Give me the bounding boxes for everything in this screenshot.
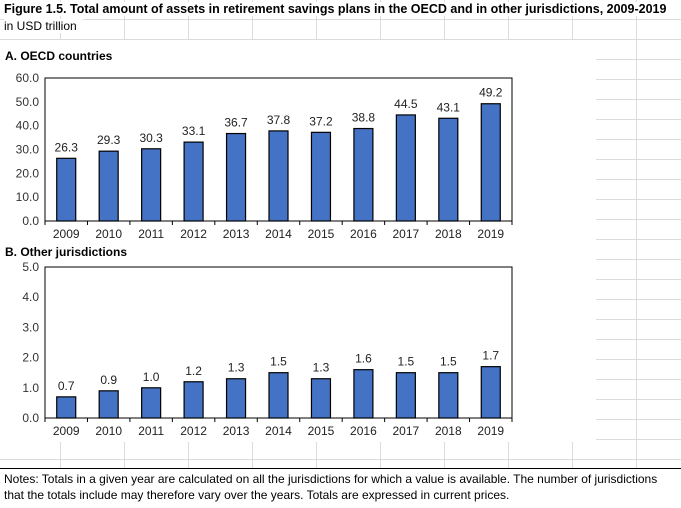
data-label: 1.3	[313, 361, 330, 375]
x-tick-label: 2011	[138, 227, 164, 241]
bar	[56, 396, 77, 419]
bar	[141, 387, 162, 419]
bar	[395, 114, 416, 222]
bar	[353, 127, 374, 222]
x-tick-label: 2019	[477, 227, 504, 241]
y-tick-label: 5.0	[22, 260, 39, 274]
y-tick-label: 4.0	[22, 290, 39, 304]
x-tick-label: 2015	[308, 424, 335, 438]
y-tick-label: 30.0	[16, 143, 40, 157]
y-tick-label: 40.0	[16, 119, 40, 133]
bar	[438, 372, 459, 419]
y-tick-label: 20.0	[16, 166, 40, 180]
x-tick-label: 2011	[138, 424, 164, 438]
x-tick-label: 2016	[350, 227, 377, 241]
x-tick-label: 2009	[53, 227, 80, 241]
x-tick-label: 2017	[393, 424, 420, 438]
y-tick-label: 50.0	[16, 95, 40, 109]
data-label: 1.0	[143, 370, 160, 384]
data-label: 0.7	[58, 379, 75, 393]
bar	[225, 132, 247, 222]
figure-title: Figure 1.5. Total amount of assets in re…	[4, 2, 671, 16]
data-label: 36.7	[224, 116, 248, 130]
panel-title: A. OECD countries	[5, 49, 113, 63]
data-label: 0.9	[100, 373, 117, 387]
x-tick-label: 2009	[53, 424, 80, 438]
bar	[56, 157, 77, 222]
bar	[268, 130, 289, 222]
data-label: 1.2	[185, 364, 202, 378]
bar	[438, 117, 459, 222]
bar	[310, 378, 332, 419]
bar	[98, 390, 119, 419]
y-tick-label: 1.0	[22, 381, 39, 395]
bar	[480, 366, 501, 419]
x-tick-label: 2012	[180, 227, 207, 241]
x-tick-label: 2015	[308, 227, 335, 241]
bar	[183, 141, 204, 222]
unit-label: in USD trillion	[4, 19, 83, 33]
x-tick-label: 2010	[95, 424, 122, 438]
x-tick-label: 2014	[265, 227, 292, 241]
y-tick-label: 0.0	[22, 214, 39, 228]
bar	[183, 381, 204, 419]
bar	[98, 150, 119, 222]
x-tick-label: 2016	[350, 424, 377, 438]
x-tick-label: 2013	[223, 227, 250, 241]
data-label: 1.5	[270, 355, 287, 369]
bar	[141, 148, 162, 222]
data-label: 1.3	[228, 361, 245, 375]
x-tick-label: 2010	[95, 227, 122, 241]
bar	[353, 369, 374, 419]
y-tick-label: 10.0	[16, 190, 40, 204]
data-label: 29.3	[97, 133, 121, 147]
y-tick-label: 2.0	[22, 351, 39, 365]
bar	[268, 372, 289, 419]
x-tick-label: 2018	[435, 227, 462, 241]
data-label: 1.5	[440, 355, 457, 369]
data-label: 1.7	[482, 349, 499, 363]
data-label: 37.8	[267, 113, 291, 127]
data-label: 30.3	[139, 131, 163, 145]
y-tick-label: 60.0	[16, 71, 40, 85]
bar	[395, 372, 416, 419]
data-label: 1.6	[355, 352, 372, 366]
chart-panel-other: B. Other jurisdictions 0.0 1.0 2.0 3.0 4.0 5.0…	[0, 245, 596, 442]
x-tick-label: 2019	[477, 424, 504, 438]
y-tick-label: 0.0	[22, 411, 39, 425]
bar	[310, 131, 332, 222]
data-label: 49.2	[479, 86, 503, 100]
x-tick-label: 2012	[180, 424, 207, 438]
data-label: 43.1	[437, 100, 461, 114]
chart-other-jurisdictions: B. Other jurisdictions 0.0 1.0 2.0 3.0 4.0 5.0…	[5, 245, 513, 438]
data-label: 26.3	[55, 140, 79, 154]
x-tick-label: 2013	[223, 424, 250, 438]
data-label: 1.5	[398, 355, 415, 369]
bar	[225, 378, 247, 419]
chart-oecd: A. OECD countries 0.0 10.0 20.0 30.0 40.0 50.0…	[5, 49, 513, 241]
x-tick-label: 2018	[435, 424, 462, 438]
chart-panel-oecd: A. OECD countries 0.0 10.0 20.0 30.0 40.0 50.0…	[0, 40, 596, 246]
data-label: 33.1	[182, 124, 206, 138]
data-label: 37.2	[309, 114, 333, 128]
data-label: 44.5	[394, 97, 418, 111]
x-tick-label: 2017	[393, 227, 420, 241]
bar	[480, 103, 501, 222]
panel-title: B. Other jurisdictions	[5, 245, 127, 259]
data-label: 38.8	[352, 111, 376, 125]
y-tick-label: 3.0	[22, 320, 39, 334]
notes-text: Notes: Totals in a given year are calcul…	[0, 468, 681, 508]
x-tick-label: 2014	[265, 424, 292, 438]
